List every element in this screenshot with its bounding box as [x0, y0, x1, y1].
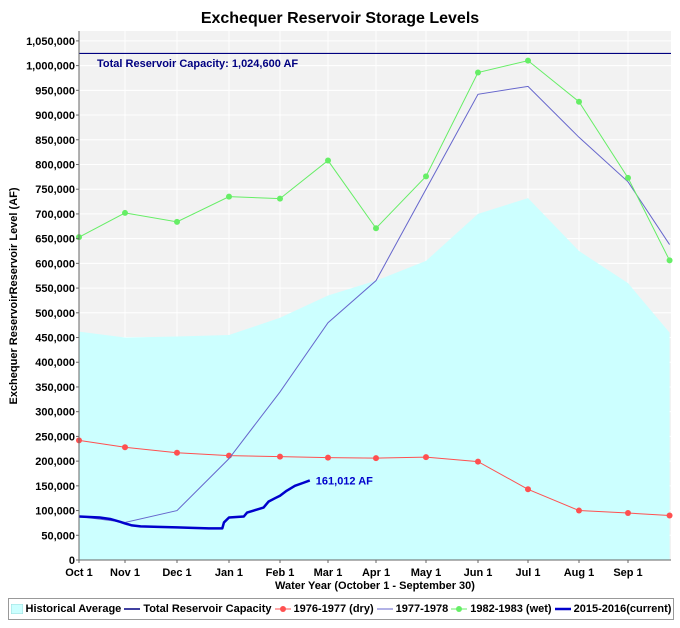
y-tick-label: 350,000	[35, 382, 75, 394]
y-tick-label: 550,000	[35, 283, 75, 295]
series-1982-1983-wet-point	[666, 257, 673, 264]
y-tick-label: 150,000	[35, 481, 75, 493]
x-tick-label: Sep 1	[613, 567, 642, 579]
current-value-label: 161,012 AF	[316, 475, 373, 487]
series-1982-1983-wet-point	[174, 218, 180, 225]
x-tick-label: Jan 1	[215, 567, 243, 579]
y-tick-label: 1,050,000	[26, 36, 75, 48]
y-tick-label: 1,000,000	[26, 61, 75, 73]
x-tick-label: Jun 1	[464, 567, 493, 579]
y-tick-label: 700,000	[35, 209, 75, 221]
y-tick-label: 650,000	[35, 234, 75, 246]
y-tick-label: 950,000	[35, 85, 75, 97]
series-1982-1983-wet-point	[226, 193, 232, 200]
y-tick-label: 250,000	[35, 431, 75, 443]
series-1976-1977-dry-point	[325, 454, 331, 461]
series-1982-1983-wet-point	[277, 195, 283, 202]
x-tick-label: Feb 1	[266, 567, 295, 579]
y-tick-label: 600,000	[35, 258, 75, 270]
chart-title: Exchequer Reservoir Storage Levels	[201, 10, 479, 27]
legend-label: 1976-1977 (dry)	[293, 603, 374, 615]
y-tick-label: 100,000	[35, 506, 75, 518]
y-tick-label: 500,000	[35, 308, 75, 320]
x-tick-label: Mar 1	[314, 567, 343, 579]
y-tick-labels: 0 50,000 100,000 150,000 200,000 250,000 300,0…	[26, 36, 79, 567]
series-1982-1983-wet-point	[576, 98, 582, 105]
series-1976-1977-dry-point	[277, 453, 283, 460]
x-tick-label: Oct 1	[65, 567, 93, 579]
x-tick-labels: Oct 1 Nov 1 Dec 1 Jan 1 Feb 1 Mar 1 Apr 1 May 1…	[65, 560, 643, 579]
series-1976-1977-dry-point	[423, 454, 429, 461]
legend-item-current: 2015-2016(current)	[554, 603, 672, 615]
series-1976-1977-dry-point	[666, 512, 673, 519]
series-1976-1977-dry-point	[122, 444, 128, 451]
series-layer	[76, 52, 673, 560]
series-1982-1983-wet-point	[525, 57, 531, 64]
y-tick-label: 50,000	[41, 530, 75, 542]
legend-item-1977: 1977-1978	[376, 603, 449, 615]
series-1977-1978-line	[78, 85, 670, 523]
legend-label: Historical Average	[25, 603, 122, 615]
x-tick-label: Apr 1	[362, 567, 390, 579]
y-tick-label: 300,000	[35, 407, 75, 419]
y-tick-label: 850,000	[35, 135, 75, 147]
series-2015-2016-current-line	[78, 479, 311, 530]
series-1982-1983-wet-point	[475, 69, 481, 76]
x-tick-label: Nov 1	[110, 567, 140, 579]
capacity-label: Total Reservoir Capacity: 1,024,600 AF	[97, 58, 298, 70]
legend-label: 1982-1983 (wet)	[470, 603, 552, 615]
legend-item-wet: 1982-1983 (wet)	[451, 603, 552, 615]
legend-item-historical: Historical Average	[10, 603, 122, 615]
y-tick-label: 750,000	[35, 184, 75, 196]
legend-item-dry: 1976-1977 (dry)	[274, 603, 374, 615]
x-tick-label: Jul 1	[515, 567, 540, 579]
x-tick-label: May 1	[411, 567, 442, 579]
series-1982-1983-wet-point	[625, 174, 631, 181]
y-tick-label: 450,000	[35, 333, 75, 345]
legend-swatch-area	[10, 604, 23, 614]
y-tick-label: 900,000	[35, 110, 75, 122]
series-historical-average-area	[79, 198, 670, 560]
legend-swatch-line	[376, 608, 393, 610]
legend-swatch-line	[124, 608, 141, 610]
y-axis-label: Exchequer ReservoirReservoir Level (AF)	[8, 187, 20, 404]
legend-item-capacity: Total Reservoir Capacity	[124, 603, 272, 615]
legend-label: 1977-1978	[395, 603, 449, 615]
series-1976-1977-dry-point	[625, 510, 631, 517]
series-1982-1983-wet-point	[122, 209, 128, 216]
y-tick-label: 0	[69, 555, 75, 567]
y-tick-label: 800,000	[35, 159, 75, 171]
series-1982-1983-wet-point	[423, 173, 429, 180]
legend-swatch-thick-line	[554, 607, 571, 611]
x-tick-label: Dec 1	[162, 567, 191, 579]
legend-label: Total Reservoir Capacity	[143, 603, 272, 615]
legend-swatch-dot-line	[274, 606, 291, 612]
x-axis-label: Water Year (October 1 - September 30)	[275, 580, 475, 592]
legend: Historical Average Total Reservoir Capac…	[8, 598, 674, 620]
y-tick-label: 200,000	[35, 456, 75, 468]
series-1982-1983-wet-point	[325, 157, 331, 164]
series-1976-1977-dry-point	[373, 455, 379, 462]
y-tick-label: 400,000	[35, 357, 75, 369]
series-1976-1977-dry-point	[174, 449, 180, 456]
series-1976-1977-dry-point	[525, 486, 531, 493]
legend-label: 2015-2016(current)	[573, 603, 672, 615]
series-1976-1977-dry-point	[576, 507, 582, 514]
series-1976-1977-dry-point	[475, 458, 481, 465]
legend-swatch-dot-line	[451, 606, 468, 612]
x-tick-label: Aug 1	[564, 567, 595, 579]
series-1982-1983-wet-point	[373, 225, 379, 232]
